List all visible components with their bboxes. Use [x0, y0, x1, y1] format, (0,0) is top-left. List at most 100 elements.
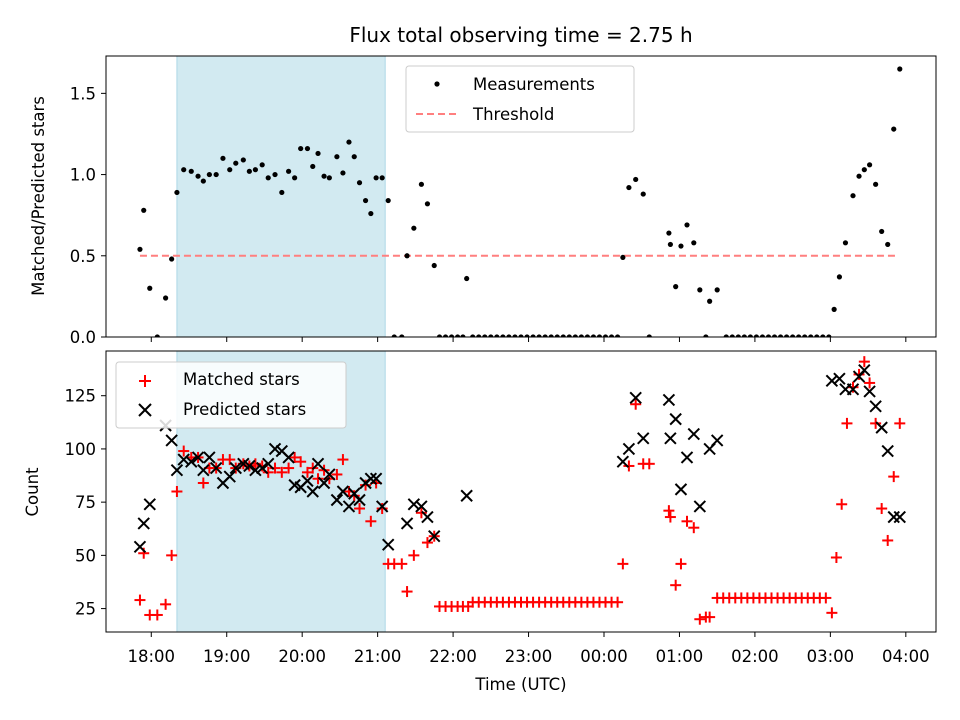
x-axis-label: Time (UTC) [474, 675, 566, 694]
predicted-star-stroke-b [133, 540, 147, 554]
predicted-star-point [133, 540, 147, 554]
predicted-star-point [165, 434, 178, 447]
predicted-star-stroke-b [143, 498, 156, 511]
matched-star-point [197, 477, 209, 489]
predicted-star-stroke-b [255, 461, 269, 475]
measurement-point [542, 334, 548, 337]
top-x-ticks [150, 337, 907, 342]
predicted-star-stroke-b [710, 434, 724, 447]
top-y-tick-label: 0.5 [70, 247, 96, 266]
predicted-star-point [191, 451, 205, 464]
predicted-star-stroke-b [428, 529, 441, 543]
x-tick-label: 00:00 [580, 647, 628, 666]
measurement-point [470, 334, 476, 337]
measurement-point [673, 284, 679, 290]
predicted-star-stroke-b [629, 391, 642, 405]
x-tick-label: 04:00 [882, 647, 930, 666]
matched-star-point [401, 586, 413, 598]
measurement-point [831, 306, 837, 312]
measurement-point [391, 334, 397, 337]
measurement-point [373, 175, 379, 181]
matched-star-point [670, 579, 682, 591]
predicted-star-point [301, 474, 314, 488]
predicted-star-point [342, 500, 356, 513]
matched-star-point [134, 594, 146, 606]
predicted-star-stroke-b [243, 459, 256, 473]
matched-star-point [262, 466, 274, 478]
predicted-star-stroke-b [421, 510, 434, 524]
predicted-star-stroke-b [893, 510, 906, 524]
predicted-star-stroke-b [353, 493, 366, 507]
legend-measurements-marker [434, 81, 440, 87]
measurement-point [326, 175, 332, 181]
measurement-point [169, 256, 175, 262]
predicted-star-stroke-b [317, 476, 331, 490]
x-tick-label: 19:00 [203, 647, 251, 666]
measurement-point [298, 145, 304, 152]
predicted-star-stroke-b [622, 442, 636, 456]
predicted-star-stroke-b [197, 464, 210, 477]
measurement-point [227, 167, 233, 173]
measurement-point [759, 334, 766, 337]
bottom-plot-frame [105, 350, 937, 633]
measurement-point [626, 184, 632, 191]
predicted-star-stroke-b [165, 434, 178, 447]
predicted-star-stroke-b [881, 444, 894, 458]
top-panel: 0.0 0.5 1.0 1.5 Matched/Predicted stars Mea… [29, 55, 937, 347]
x-tick-label: 03:00 [807, 647, 855, 666]
measurement-point [512, 334, 518, 337]
measurement-point [424, 201, 431, 207]
matched-star-point [312, 473, 324, 485]
predicted-star-stroke-b [637, 432, 650, 445]
measurement-point [566, 334, 572, 337]
predicted-star-point [858, 363, 871, 377]
top-y-tick-label: 1.0 [70, 166, 96, 185]
measurement-point [861, 167, 867, 173]
measurement-point [265, 175, 271, 181]
measurement-point [596, 334, 603, 337]
predicted-star-point [317, 476, 331, 490]
matched-star-point [171, 486, 183, 497]
legend-predicted-label: Predicted stars [183, 400, 306, 419]
measurement-point [404, 253, 410, 259]
measurement-point [448, 334, 455, 337]
predicted-star-stroke-b [288, 478, 301, 492]
measurement-point [334, 154, 340, 160]
legend-predicted-marker [138, 403, 152, 417]
measurements-series [137, 66, 903, 337]
predicted-star-point [197, 464, 210, 477]
measurement-point [286, 168, 292, 174]
measurement-point [741, 334, 747, 337]
predicted-star-stroke-b [137, 517, 150, 530]
predicted-star-stroke-b [203, 451, 216, 464]
predicted-star-point [637, 432, 650, 445]
measurement-point [873, 181, 879, 187]
measurement-point [729, 334, 735, 337]
predicted-star-point [415, 500, 428, 513]
top-plot-frame [105, 55, 937, 338]
measurement-point [614, 334, 621, 337]
measurement-point [195, 173, 201, 179]
predicted-star-point [863, 385, 876, 398]
predicted-star-point [177, 453, 190, 466]
measurement-point [714, 287, 720, 293]
predicted-star-stroke-b [306, 485, 319, 498]
bottom-y-tick-label: 75 [75, 493, 96, 512]
measurement-point [500, 334, 506, 337]
matched-star-point [160, 598, 172, 610]
matched-star-point [688, 522, 700, 534]
matched-star-point [396, 558, 408, 570]
measurement-point [646, 334, 652, 337]
predicted-star-point [833, 372, 846, 385]
measurement-point [784, 334, 790, 337]
top-shaded-region [176, 55, 386, 338]
predicted-star-point [364, 472, 378, 485]
predicted-star-stroke-b [330, 493, 344, 507]
predicted-star-stroke-b [282, 451, 295, 464]
x-tick-label: 01:00 [656, 647, 704, 666]
legend-threshold-label: Threshold [472, 105, 554, 124]
measurement-point [310, 163, 316, 170]
top-legend-box [405, 65, 635, 133]
matched-star-point [421, 537, 433, 549]
measurement-point [633, 176, 639, 183]
